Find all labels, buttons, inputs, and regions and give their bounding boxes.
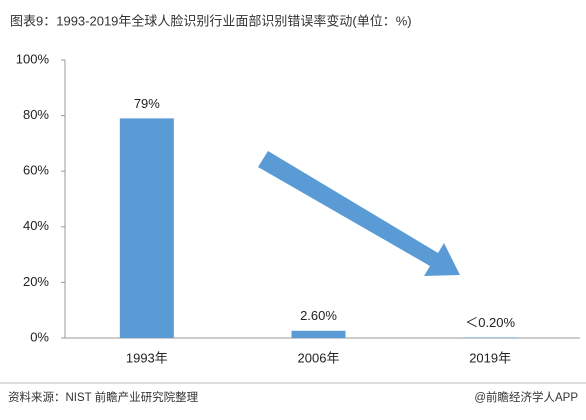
y-tick-label: 100% bbox=[16, 51, 50, 66]
y-tick-label: 0% bbox=[30, 329, 49, 344]
bar bbox=[119, 118, 174, 338]
y-tick-label: 20% bbox=[23, 274, 49, 289]
value-label: 79% bbox=[134, 96, 160, 111]
y-tick-label: 40% bbox=[23, 218, 49, 233]
y-tick-label: 60% bbox=[23, 163, 49, 178]
value-label: ＜0.20% bbox=[465, 315, 515, 330]
source: 资料来源：NIST 前瞻产业研究院整理 bbox=[8, 390, 199, 404]
value-label: 2.60% bbox=[300, 308, 337, 323]
x-tick-label: 1993年 bbox=[126, 350, 168, 365]
footer: @前瞻经济学人APP bbox=[474, 390, 578, 404]
bar bbox=[291, 330, 346, 338]
chart-title: 图表9：1993-2019年全球人脸识别行业面部识别错误率变动(单位：%) bbox=[10, 13, 412, 28]
y-tick-label: 80% bbox=[23, 107, 49, 122]
x-tick-label: 2019年 bbox=[469, 350, 511, 365]
x-tick-label: 2006年 bbox=[298, 350, 340, 365]
trend-arrow bbox=[258, 151, 460, 276]
bar bbox=[463, 337, 518, 338]
